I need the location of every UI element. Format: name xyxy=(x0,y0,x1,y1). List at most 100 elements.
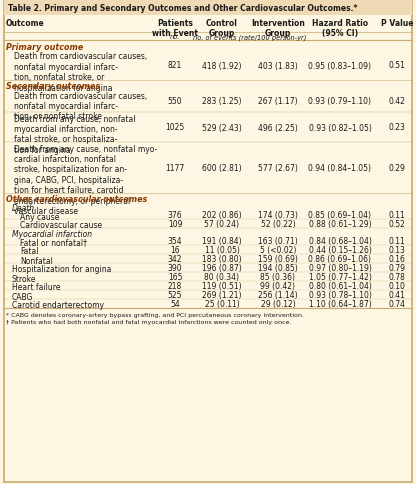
Text: 577 (2.67): 577 (2.67) xyxy=(258,164,298,173)
Text: 0.88 (0.61–1.29): 0.88 (0.61–1.29) xyxy=(309,220,371,228)
Text: 11 (0.05): 11 (0.05) xyxy=(205,245,240,255)
Text: Any cause: Any cause xyxy=(20,212,59,221)
Text: 269 (1.21): 269 (1.21) xyxy=(202,290,242,300)
Text: 52 (0.22): 52 (0.22) xyxy=(261,220,295,228)
Text: 0.16: 0.16 xyxy=(389,255,406,263)
Text: 0.11: 0.11 xyxy=(389,237,405,245)
Text: 525: 525 xyxy=(168,290,182,300)
Text: 194 (0.85): 194 (0.85) xyxy=(258,263,298,272)
Text: 267 (1.17): 267 (1.17) xyxy=(258,97,298,106)
Text: Cardiovascular cause: Cardiovascular cause xyxy=(20,221,102,230)
Text: Death from any cause, nonfatal myo-
cardial infarction, nonfatal
stroke, hospita: Death from any cause, nonfatal myo- card… xyxy=(14,144,157,215)
Text: 1.10 (0.64–1.87): 1.10 (0.64–1.87) xyxy=(309,300,371,308)
Text: 0.23: 0.23 xyxy=(389,123,406,132)
Text: 0.93 (0.78–1.10): 0.93 (0.78–1.10) xyxy=(309,290,371,300)
Text: CABG: CABG xyxy=(12,292,33,301)
Text: 0.93 (0.82–1.05): 0.93 (0.82–1.05) xyxy=(309,123,371,132)
Text: Fatal or nonfatal†: Fatal or nonfatal† xyxy=(20,238,87,247)
Text: no. of events (rate/100 person-yr): no. of events (rate/100 person-yr) xyxy=(193,34,307,41)
Text: 174 (0.73): 174 (0.73) xyxy=(258,211,298,220)
Text: 600 (2.81): 600 (2.81) xyxy=(202,164,242,173)
Text: 0.10: 0.10 xyxy=(389,281,406,290)
Text: Myocardial infarction: Myocardial infarction xyxy=(12,229,92,239)
Text: 376: 376 xyxy=(168,211,182,220)
Text: P Value: P Value xyxy=(381,19,413,28)
Text: 0.80 (0.61–1.04): 0.80 (0.61–1.04) xyxy=(309,281,371,290)
Text: 119 (0.51): 119 (0.51) xyxy=(202,281,242,290)
Bar xyxy=(4,1,412,16)
Text: Stroke: Stroke xyxy=(12,274,37,283)
Text: 165: 165 xyxy=(168,272,182,281)
Text: 0.42: 0.42 xyxy=(389,97,406,106)
Text: no.: no. xyxy=(170,34,180,40)
Text: 0.79: 0.79 xyxy=(389,263,406,272)
Text: 550: 550 xyxy=(168,97,182,106)
Text: 0.86 (0.69–1.06): 0.86 (0.69–1.06) xyxy=(309,255,371,263)
Text: Primary outcome: Primary outcome xyxy=(6,43,83,52)
Text: 196 (0.87): 196 (0.87) xyxy=(202,263,242,272)
Text: 0.97 (0.80–1.19): 0.97 (0.80–1.19) xyxy=(309,263,371,272)
Text: Hospitalization for angina: Hospitalization for angina xyxy=(12,265,111,274)
Text: Other cardiovascular outcomes: Other cardiovascular outcomes xyxy=(6,195,147,204)
Text: 163 (0.71): 163 (0.71) xyxy=(258,237,298,245)
Text: 0.95 (0.83–1.09): 0.95 (0.83–1.09) xyxy=(309,61,371,70)
Text: 5 (<0.02): 5 (<0.02) xyxy=(260,245,296,255)
Text: 0.44 (0.15–1.26): 0.44 (0.15–1.26) xyxy=(309,245,371,255)
Text: 54: 54 xyxy=(170,300,180,308)
Text: 202 (0.86): 202 (0.86) xyxy=(202,211,242,220)
Text: † Patients who had both nonfatal and fatal myocardial infarctions were counted o: † Patients who had both nonfatal and fat… xyxy=(6,319,291,324)
Text: Hazard Ratio
(95% CI): Hazard Ratio (95% CI) xyxy=(312,19,368,38)
Text: Fatal: Fatal xyxy=(20,247,39,256)
Text: 0.41: 0.41 xyxy=(389,290,406,300)
Text: 0.51: 0.51 xyxy=(389,61,406,70)
Text: Death from cardiovascular causes,
nonfatal myocardial infarc-
tion, or nonfatal : Death from cardiovascular causes, nonfat… xyxy=(14,91,147,121)
Text: Death: Death xyxy=(12,204,35,212)
Text: 0.94 (0.84–1.05): 0.94 (0.84–1.05) xyxy=(309,164,371,173)
Text: Patients
with Event: Patients with Event xyxy=(152,19,198,38)
Text: 159 (0.69): 159 (0.69) xyxy=(258,255,298,263)
Text: 0.13: 0.13 xyxy=(389,245,406,255)
Text: 529 (2.43): 529 (2.43) xyxy=(202,123,242,132)
Text: 183 (0.80): 183 (0.80) xyxy=(202,255,242,263)
Text: 0.84 (0.68–1.04): 0.84 (0.68–1.04) xyxy=(309,237,371,245)
Text: Control
Group: Control Group xyxy=(206,19,238,38)
Text: Intervention
Group: Intervention Group xyxy=(251,19,305,38)
Text: 418 (1.92): 418 (1.92) xyxy=(202,61,242,70)
Text: 80 (0.34): 80 (0.34) xyxy=(205,272,240,281)
Text: 821: 821 xyxy=(168,61,182,70)
Text: Heart failure: Heart failure xyxy=(12,283,60,292)
Text: 496 (2.25): 496 (2.25) xyxy=(258,123,298,132)
Text: 1025: 1025 xyxy=(166,123,185,132)
Text: 390: 390 xyxy=(168,263,182,272)
Text: 283 (1.25): 283 (1.25) xyxy=(202,97,242,106)
Text: 342: 342 xyxy=(168,255,182,263)
Text: 0.74: 0.74 xyxy=(389,300,406,308)
Text: Nonfatal: Nonfatal xyxy=(20,256,53,265)
Text: 0.29: 0.29 xyxy=(389,164,406,173)
Text: 191 (0.84): 191 (0.84) xyxy=(202,237,242,245)
Text: 25 (0.11): 25 (0.11) xyxy=(205,300,239,308)
Text: 0.85 (0.69–1.04): 0.85 (0.69–1.04) xyxy=(309,211,371,220)
Text: 109: 109 xyxy=(168,220,182,228)
Text: 1.05 (0.77–1.42): 1.05 (0.77–1.42) xyxy=(309,272,371,281)
Text: 16: 16 xyxy=(170,245,180,255)
Text: 99 (0.42): 99 (0.42) xyxy=(260,281,295,290)
Text: 1177: 1177 xyxy=(166,164,185,173)
Text: 256 (1.14): 256 (1.14) xyxy=(258,290,298,300)
Text: 29 (0.12): 29 (0.12) xyxy=(261,300,295,308)
Text: 403 (1.83): 403 (1.83) xyxy=(258,61,298,70)
Text: 57 (0.24): 57 (0.24) xyxy=(205,220,240,228)
Text: 0.78: 0.78 xyxy=(389,272,406,281)
Text: 85 (0.36): 85 (0.36) xyxy=(260,272,295,281)
Text: 0.11: 0.11 xyxy=(389,211,405,220)
Text: Carotid endarterectomy: Carotid endarterectomy xyxy=(12,301,104,310)
Text: Table 2. Primary and Secondary Outcomes and Other Cardiovascular Outcomes.*: Table 2. Primary and Secondary Outcomes … xyxy=(8,4,357,13)
Text: Secondary outcomes: Secondary outcomes xyxy=(6,82,100,91)
Text: 218: 218 xyxy=(168,281,182,290)
Text: 354: 354 xyxy=(168,237,182,245)
Text: * CABG denotes coronary-artery bypass grafting, and PCI percutaneous coronary in: * CABG denotes coronary-artery bypass gr… xyxy=(6,312,304,318)
Text: Outcome: Outcome xyxy=(6,19,45,28)
Text: 0.52: 0.52 xyxy=(389,220,406,228)
Text: 0.93 (0.79–1.10): 0.93 (0.79–1.10) xyxy=(309,97,371,106)
Text: Death from cardiovascular causes,
nonfatal myocardial infarc-
tion, nonfatal str: Death from cardiovascular causes, nonfat… xyxy=(14,52,147,92)
